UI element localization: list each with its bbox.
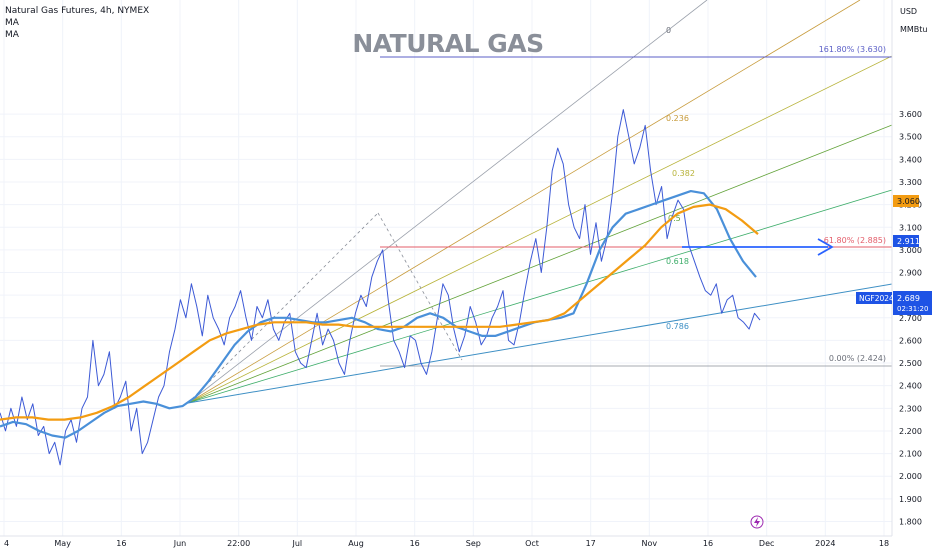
y-tick-label: 3.600 <box>899 110 922 119</box>
y-tick-label: 3.500 <box>899 133 922 142</box>
x-tick-label: 16 <box>703 539 713 548</box>
axis-unit: MMBtu <box>900 25 928 34</box>
ma-slow-series-line <box>0 203 759 421</box>
fan-dashed-2 <box>377 212 463 361</box>
chart-legend: Natural Gas Futures, 4h, NYMEX MA MA <box>5 5 149 41</box>
fib-mid-label: 61.80% (2.885) <box>824 236 886 245</box>
symbol-tag: NGF2024 <box>856 292 894 304</box>
x-tick-label: Jun <box>173 539 187 548</box>
x-tick-label: Aug <box>348 539 364 548</box>
x-tick-label: Oct <box>525 539 539 548</box>
series-layer <box>0 109 761 466</box>
y-tick-label: 1.800 <box>899 517 922 526</box>
event-bolt-icon[interactable] <box>750 515 764 529</box>
x-tick-label: 2024 <box>815 539 835 548</box>
y-tick-label: 2.400 <box>899 382 922 391</box>
fan-dashed-1 <box>187 212 379 404</box>
fan-label-05: 0.5 <box>668 214 681 223</box>
y-tick-label: 2.100 <box>899 450 922 459</box>
y-tick-label: 1.900 <box>899 495 922 504</box>
fan-line-0 <box>187 0 708 404</box>
ma-fast-series-line <box>0 190 757 439</box>
fan-line-0382 <box>187 55 893 404</box>
price-axis[interactable] <box>892 0 932 536</box>
y-tick-label: 2.600 <box>899 336 922 345</box>
svg-text:02:31:20: 02:31:20 <box>897 305 928 313</box>
x-tick-label: Nov <box>642 539 658 548</box>
fan-label-0618: 0.618 <box>666 257 689 266</box>
y-tick-label: 3.100 <box>899 223 922 232</box>
chart-title: NATURAL GAS <box>352 29 543 58</box>
y-tick-label: 3.300 <box>899 178 922 187</box>
x-tick-label: 17 <box>586 539 596 548</box>
x-tick-label: 18 <box>879 539 889 548</box>
y-tick-label: 3.000 <box>899 246 922 255</box>
time-axis[interactable] <box>0 536 892 550</box>
y-tick-label: 2.900 <box>899 269 922 278</box>
price-series-line <box>0 109 761 466</box>
axis-currency: USD <box>900 7 917 16</box>
y-tick-label: 2.300 <box>899 404 922 413</box>
fan-line-0618 <box>187 189 893 404</box>
fib-low-label: 0.00% (2.424) <box>829 354 886 363</box>
svg-text:2.689: 2.689 <box>897 294 920 303</box>
x-tick-label: 22:00 <box>227 539 250 548</box>
svg-text:3.060: 3.060 <box>897 197 920 206</box>
x-tick-label: Sep <box>466 539 481 548</box>
legend-ma-2[interactable]: MA <box>5 30 19 40</box>
x-tick-label: May <box>54 539 71 548</box>
fib-price-tag: 2.911 <box>893 235 920 247</box>
x-tick-label: 4 <box>4 539 9 548</box>
fan-label-0: 0 <box>666 26 671 35</box>
fan-label-0786: 0.786 <box>666 322 689 331</box>
x-tick-label: Dec <box>759 539 774 548</box>
x-axis-ticks: 4 May 16 Jun 22:00 Jul Aug 16 Sep Oct 17 Nov 16 Dec 20… <box>4 539 889 548</box>
y-tick-label: 2.200 <box>899 427 922 436</box>
fan-label-0382: 0.382 <box>672 169 695 178</box>
fan-line-0786 <box>187 283 893 404</box>
x-tick-label: 16 <box>410 539 420 548</box>
chart-grid <box>0 0 892 536</box>
x-tick-label: Jul <box>292 539 303 548</box>
y-tick-label: 3.400 <box>899 155 922 164</box>
fan-label-0236: 0.236 <box>666 114 689 123</box>
y-tick-label: 2.500 <box>899 359 922 368</box>
legend-ma-1[interactable]: MA <box>5 18 19 28</box>
arrow-annotation <box>682 238 834 256</box>
y-tick-label: 2.000 <box>899 472 922 481</box>
y-tick-label: 2.700 <box>899 314 922 323</box>
fib-high-label: 161.80% (3.630) <box>819 45 886 54</box>
svg-text:NGF2024: NGF2024 <box>859 294 894 303</box>
legend-symbol[interactable]: Natural Gas Futures, 4h, NYMEX <box>5 6 150 16</box>
svg-text:2.911: 2.911 <box>897 237 920 246</box>
fan-line-0236 <box>187 0 861 404</box>
x-tick-label: 16 <box>116 539 126 548</box>
ma-slow-tag: 3.060 <box>893 195 920 207</box>
last-price-tag: 2.689 02:31:20 <box>893 291 932 315</box>
